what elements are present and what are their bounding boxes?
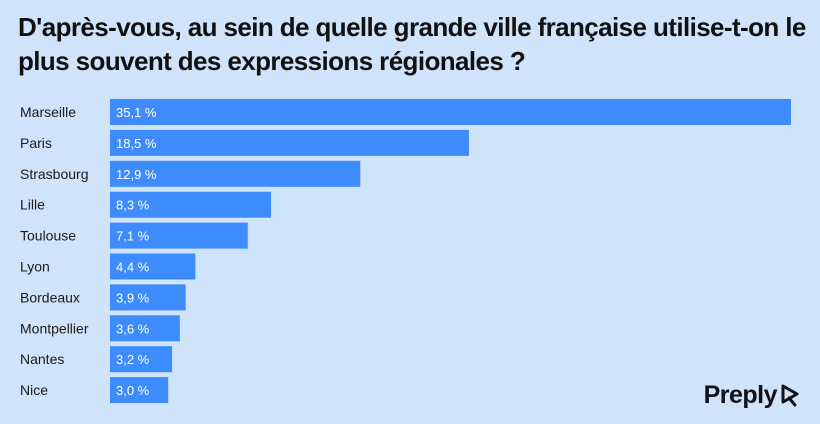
category-label: Montpellier bbox=[20, 320, 89, 336]
bar bbox=[110, 129, 469, 156]
bar bbox=[110, 377, 169, 404]
value-label: 3,6 % bbox=[116, 321, 150, 336]
bar bbox=[110, 346, 173, 373]
value-label: 3,9 % bbox=[116, 290, 150, 305]
value-label: 7,1 % bbox=[116, 229, 150, 244]
bar bbox=[110, 160, 361, 187]
bar bbox=[110, 191, 272, 218]
category-label: Nice bbox=[20, 382, 48, 398]
bar bbox=[110, 99, 791, 125]
value-label: 3,2 % bbox=[116, 352, 150, 367]
category-label: Marseille bbox=[20, 104, 76, 120]
category-label: Toulouse bbox=[20, 228, 76, 244]
category-label: Lyon bbox=[20, 259, 50, 275]
logo-wordmark: Preply bbox=[703, 381, 778, 409]
category-label: Nantes bbox=[20, 351, 64, 367]
category-label: Lille bbox=[20, 197, 45, 213]
category-label: Bordeaux bbox=[20, 289, 80, 305]
value-label: 8,3 % bbox=[116, 198, 150, 213]
value-label: 35,1 % bbox=[116, 105, 157, 120]
category-label: Paris bbox=[20, 135, 52, 151]
preply-logo-icon bbox=[781, 384, 799, 406]
chart-title: D'après-vous, au sein de quelle grande v… bbox=[18, 12, 806, 76]
value-label: 18,5 % bbox=[116, 136, 157, 151]
preply-logo: Preply bbox=[704, 381, 802, 410]
bar bbox=[110, 253, 196, 280]
bar bbox=[110, 222, 248, 249]
bar bbox=[110, 315, 180, 342]
value-label: 4,4 % bbox=[116, 260, 150, 275]
category-label: Strasbourg bbox=[20, 166, 88, 182]
bar bbox=[110, 284, 186, 311]
value-label: 3,0 % bbox=[116, 383, 150, 398]
value-label: 12,9 % bbox=[116, 167, 157, 182]
